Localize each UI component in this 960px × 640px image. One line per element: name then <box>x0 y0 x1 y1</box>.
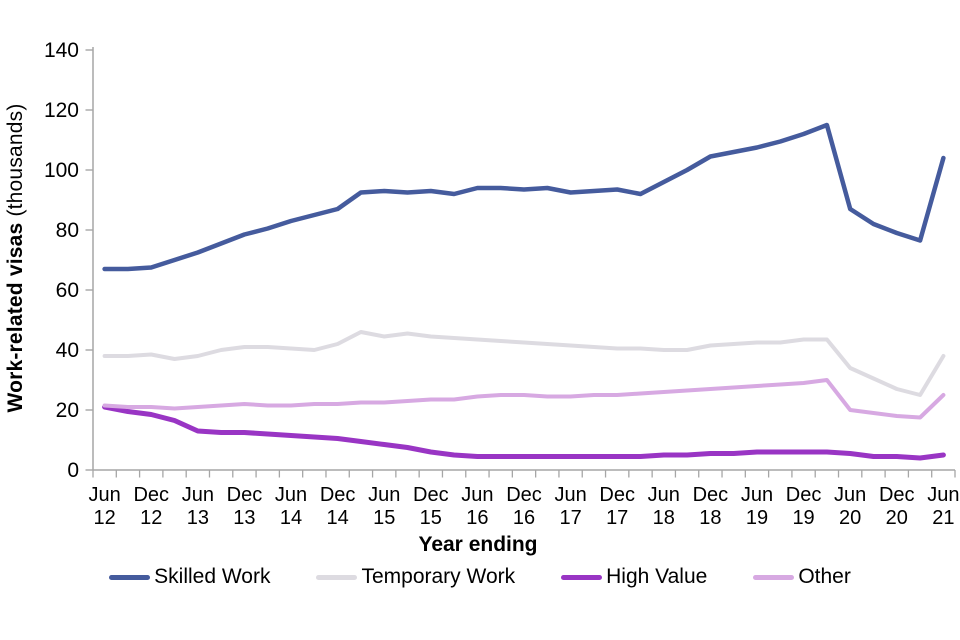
x-tick-label: Jun 17 <box>554 484 586 529</box>
x-tick-label: Jun 16 <box>461 484 493 529</box>
y-tick-label: 80 <box>56 219 79 242</box>
series-line-other <box>102 378 946 420</box>
x-tick-label: Jun 13 <box>182 484 214 529</box>
series-line-skilled-work <box>102 122 946 272</box>
y-tick-label: 60 <box>56 279 79 302</box>
x-tick-label: Dec 16 <box>506 484 542 529</box>
legend-swatch-temporary-work <box>316 574 358 580</box>
legend-item-temporary-work: Temporary Work <box>316 565 515 589</box>
x-tick-label: Jun 18 <box>648 484 680 529</box>
legend-swatch-other <box>753 574 795 580</box>
y-tick-label: 120 <box>44 99 79 122</box>
x-tick-label: Jun 15 <box>368 484 400 529</box>
x-tick-label: Dec 17 <box>599 484 635 529</box>
legend-label-high-value: High Value <box>606 565 708 588</box>
series-line-temporary-work <box>102 330 946 397</box>
legend-label-skilled-work: Skilled Work <box>154 565 271 588</box>
x-tick-label: Dec 20 <box>879 484 915 529</box>
y-axis-title-main: Work-related visas <box>4 222 27 413</box>
legend-label-temporary-work: Temporary Work <box>361 565 516 588</box>
y-tick-label: 20 <box>56 399 79 422</box>
x-tick-label: Dec 18 <box>693 484 729 529</box>
x-tick-label: Dec 14 <box>320 484 356 529</box>
y-tick-label: 0 <box>67 459 79 482</box>
series-line-high-value <box>102 404 946 461</box>
legend-item-other: Other <box>753 565 851 589</box>
x-tick-label: Jun 19 <box>741 484 773 529</box>
x-tick-label: Jun 21 <box>927 484 959 529</box>
legend-swatch-skilled-work <box>109 574 151 580</box>
x-axis-title: Year ending <box>418 533 538 556</box>
legend: Skilled Work Temporary Work High Value Othe… <box>0 565 960 589</box>
x-tick-label: Jun 12 <box>89 484 121 529</box>
x-tick-label: Dec 19 <box>786 484 822 529</box>
legend-item-skilled-work: Skilled Work <box>109 565 270 589</box>
y-tick-label: 100 <box>44 159 79 182</box>
x-tick-label: Jun 20 <box>834 484 866 529</box>
legend-label-other: Other <box>798 565 851 588</box>
y-tick-label: 140 <box>44 39 79 62</box>
y-tick-label: 40 <box>56 339 79 362</box>
y-axis-title-unit: (thousands) <box>4 103 27 223</box>
legend-item-high-value: High Value <box>561 565 707 589</box>
x-tick-label: Jun 14 <box>275 484 307 529</box>
x-tick-label: Dec 15 <box>413 484 449 529</box>
legend-swatch-high-value <box>561 574 603 580</box>
x-tick-label: Dec 13 <box>227 484 263 529</box>
x-tick-label: Dec 12 <box>133 484 169 529</box>
y-axis-title: Work-related visas (thousands) <box>4 103 28 412</box>
